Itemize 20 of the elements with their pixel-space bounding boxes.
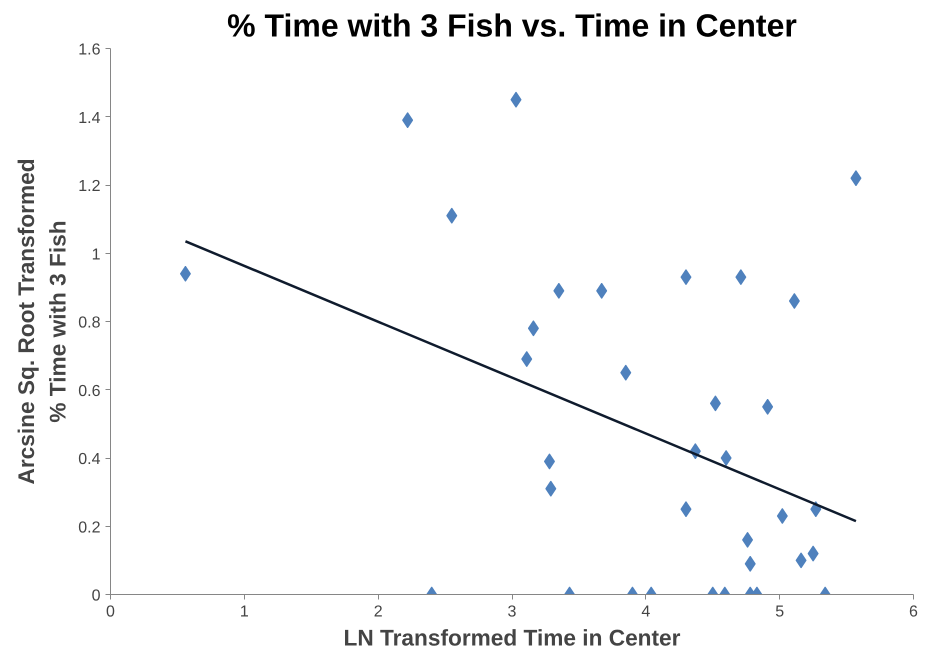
x-tick-label: 6	[909, 604, 918, 620]
y-tick-label: 0.6	[78, 382, 101, 400]
x-tick-label: 0	[106, 604, 116, 620]
y-tick-label: 1.2	[78, 178, 101, 195]
x-tick-label: 4	[641, 604, 650, 620]
x-tick-label: 3	[508, 604, 517, 620]
x-tick-label: 2	[374, 604, 383, 620]
y-tick-label: 1.6	[78, 42, 101, 58]
y-axis-title: Arcsine Sq. Root Transformed % Time with 3 Fish	[13, 158, 70, 485]
x-tick-label: 1	[240, 604, 249, 620]
y-tick-label: 0.4	[78, 451, 101, 468]
x-axis-title: LN Transformed Time in Center	[344, 624, 681, 650]
point	[720, 450, 732, 466]
y-tick-label: 0.8	[78, 314, 101, 332]
y-tick-label: 1	[92, 246, 101, 264]
y-tick-label: 1.4	[78, 110, 101, 127]
y-tick-label: 0.2	[78, 519, 101, 536]
x-tick-label: 5	[775, 604, 784, 620]
y-tick-label: 0	[92, 588, 101, 604]
chart-title: % Time with 3 Fish vs. Time in Center	[227, 8, 797, 44]
